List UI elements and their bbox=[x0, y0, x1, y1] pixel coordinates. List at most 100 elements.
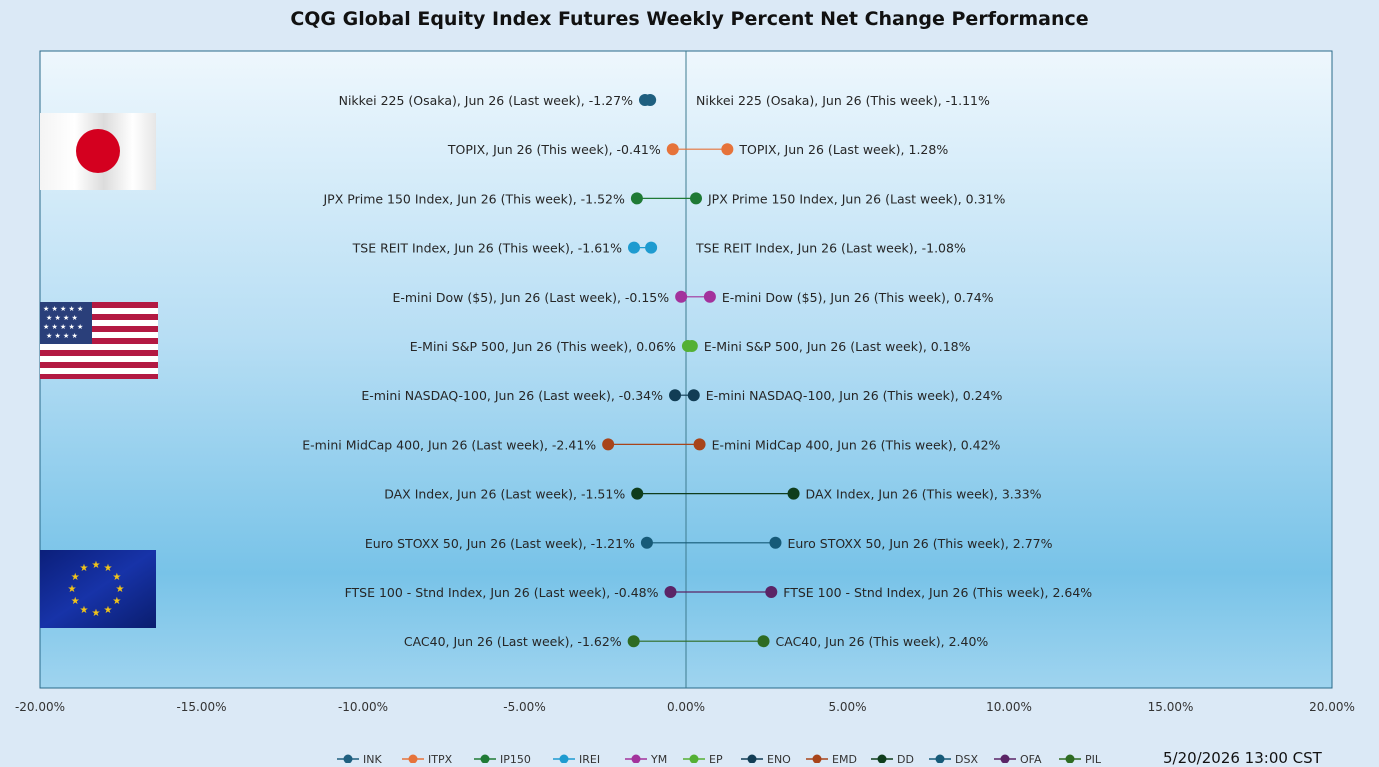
legend-item-emd: EMD bbox=[806, 753, 857, 763]
right-label: Euro STOXX 50, Jun 26 (This week), 2.77% bbox=[787, 536, 1052, 551]
svg-text:★ ★ ★ ★ ★: ★ ★ ★ ★ ★ bbox=[43, 323, 83, 331]
left-label: FTSE 100 - Stnd Index, Jun 26 (Last week… bbox=[345, 585, 659, 600]
eu-star-icon: ★ bbox=[71, 572, 80, 583]
row-jp150: JPX Prime 150 Index, Jun 26 (This week),… bbox=[323, 191, 1006, 206]
left-point bbox=[640, 536, 653, 549]
row-jrei: TSE REIT Index, Jun 26 (This week), -1.6… bbox=[352, 241, 966, 256]
legend-item-dsx: DSX bbox=[929, 753, 978, 763]
eu-star-icon: ★ bbox=[71, 596, 80, 607]
x-tick-label: -10.00% bbox=[338, 700, 388, 714]
row-emd: E-mini MidCap 400, Jun 26 (Last week), -… bbox=[302, 437, 1000, 452]
svg-text:DSX: DSX bbox=[955, 753, 978, 763]
left-point bbox=[666, 143, 679, 156]
eu-star-icon: ★ bbox=[92, 608, 101, 619]
row-jtpx: TOPIX, Jun 26 (This week), -0.41% TOPIX, … bbox=[447, 142, 948, 157]
svg-text:PIL: PIL bbox=[1085, 753, 1102, 763]
right-point bbox=[765, 586, 778, 598]
legend-item-enq: ENQ bbox=[741, 753, 791, 763]
right-point bbox=[769, 536, 782, 549]
right-label: E-mini NASDAQ-100, Jun 26 (This week), 0… bbox=[706, 388, 1003, 403]
right-label: Nikkei 225 (Osaka), Jun 26 (This week), … bbox=[696, 93, 990, 108]
left-label: TOPIX, Jun 26 (This week), -0.41% bbox=[447, 142, 661, 157]
x-tick-label: 5.00% bbox=[828, 700, 866, 714]
data-rows: Nikkei 225 (Osaka), Jun 26 (Last week), … bbox=[302, 93, 1092, 649]
eu-star-icon: ★ bbox=[104, 605, 113, 616]
svg-text:QFA: QFA bbox=[1020, 753, 1042, 763]
row-ym: E-mini Dow ($5), Jun 26 (Last week), -0.… bbox=[392, 290, 993, 305]
left-point bbox=[627, 635, 640, 648]
svg-text:★ ★ ★ ★ ★: ★ ★ ★ ★ ★ bbox=[43, 305, 83, 313]
right-point bbox=[693, 438, 706, 451]
right-label: FTSE 100 - Stnd Index, Jun 26 (This week… bbox=[783, 585, 1092, 600]
left-label: Nikkei 225 (Osaka), Jun 26 (Last week), … bbox=[339, 93, 633, 108]
right-label: E-mini MidCap 400, Jun 26 (This week), 0… bbox=[712, 437, 1001, 452]
usa-flag-icon: ★ ★ ★ ★ ★ ★ ★ ★ ★ ★ ★ ★ ★ ★ ★ ★ ★ ★ bbox=[40, 302, 158, 379]
left-point bbox=[669, 389, 682, 402]
left-label: E-Mini S&P 500, Jun 26 (This week), 0.06… bbox=[410, 339, 676, 354]
right-point bbox=[690, 192, 703, 205]
legend-item-dd: DD bbox=[871, 753, 914, 763]
svg-text:JP150: JP150 bbox=[499, 753, 531, 763]
legend-item-ep: EP bbox=[683, 753, 723, 763]
x-tick-label: -15.00% bbox=[176, 700, 226, 714]
left-label: CAC40, Jun 26 (Last week), -1.62% bbox=[404, 634, 622, 649]
row-enq: E-mini NASDAQ-100, Jun 26 (Last week), -… bbox=[361, 388, 1002, 403]
eu-star-icon: ★ bbox=[116, 584, 125, 595]
x-tick-label: -20.00% bbox=[15, 700, 65, 714]
right-label: TSE REIT Index, Jun 26 (Last week), -1.0… bbox=[695, 241, 966, 256]
right-point bbox=[757, 635, 770, 648]
svg-text:JREI: JREI bbox=[578, 753, 600, 763]
right-point bbox=[645, 241, 658, 254]
svg-text:JNK: JNK bbox=[362, 753, 382, 763]
row-dd: DAX Index, Jun 26 (Last week), -1.51% DAX… bbox=[384, 487, 1041, 502]
right-label: E-mini Dow ($5), Jun 26 (This week), 0.7… bbox=[722, 290, 994, 305]
eu-star-icon: ★ bbox=[112, 596, 121, 607]
right-label: DAX Index, Jun 26 (This week), 3.33% bbox=[806, 487, 1042, 502]
x-tick-label: 15.00% bbox=[1148, 700, 1194, 714]
right-label: TOPIX, Jun 26 (Last week), 1.28% bbox=[738, 142, 948, 157]
left-point bbox=[602, 438, 615, 451]
right-point bbox=[787, 487, 800, 500]
left-label: DAX Index, Jun 26 (Last week), -1.51% bbox=[384, 487, 625, 502]
eu-star-icon: ★ bbox=[80, 605, 89, 616]
timestamp: 5/20/2026 13:00 CST bbox=[1163, 749, 1322, 767]
right-point bbox=[685, 340, 698, 352]
x-tick-label: 20.00% bbox=[1309, 700, 1355, 714]
row-dsx: Euro STOXX 50, Jun 26 (Last week), -1.21… bbox=[365, 536, 1053, 551]
eu-star-icon: ★ bbox=[80, 563, 89, 574]
right-label: CAC40, Jun 26 (This week), 2.40% bbox=[776, 634, 989, 649]
left-point bbox=[630, 192, 643, 205]
left-label: TSE REIT Index, Jun 26 (This week), -1.6… bbox=[352, 241, 622, 256]
left-label: E-mini Dow ($5), Jun 26 (Last week), -0.… bbox=[392, 290, 669, 305]
svg-text:YM: YM bbox=[650, 753, 667, 763]
legend-item-pil: PIL bbox=[1059, 753, 1102, 763]
legend-item-qfa: QFA bbox=[994, 753, 1042, 763]
eu-flag-icon: ★ ★★★★★★★★★★★ bbox=[40, 550, 156, 628]
svg-text:ENQ: ENQ bbox=[767, 753, 791, 763]
left-point bbox=[627, 241, 640, 254]
chart-title: CQG Global Equity Index Futures Weekly P… bbox=[290, 8, 1089, 30]
right-point bbox=[721, 143, 734, 156]
legend-item-jp150: JP150 bbox=[474, 753, 531, 763]
eu-star-icon: ★ bbox=[112, 572, 121, 583]
x-axis: -20.00% -15.00% -10.00% -5.00% 0.00% 5.00% 10.… bbox=[15, 700, 1355, 714]
row-ep: E-Mini S&P 500, Jun 26 (This week), 0.06… bbox=[410, 339, 971, 354]
legend-item-ym: YM bbox=[625, 753, 667, 763]
japan-flag-icon bbox=[40, 113, 156, 190]
row-pil: CAC40, Jun 26 (Last week), -1.62% CAC40, … bbox=[404, 634, 989, 649]
eu-star-icon: ★ bbox=[104, 563, 113, 574]
left-point bbox=[631, 487, 644, 500]
left-point bbox=[664, 586, 677, 598]
right-point bbox=[644, 94, 657, 106]
svg-text:★ ★ ★ ★: ★ ★ ★ ★ bbox=[46, 314, 78, 322]
eu-star-icon: ★ bbox=[68, 584, 77, 595]
legend: JNK JTPX JP150 JREI YM EP ENQ EMD DD DSX QFA PIL bbox=[337, 753, 1102, 763]
svg-text:DD: DD bbox=[897, 753, 914, 763]
x-tick-label: 0.00% bbox=[667, 700, 705, 714]
left-label: JPX Prime 150 Index, Jun 26 (This week),… bbox=[323, 191, 626, 206]
eu-star-icon: ★ bbox=[92, 560, 101, 571]
right-label: JPX Prime 150 Index, Jun 26 (Last week),… bbox=[707, 191, 1005, 206]
svg-text:EP: EP bbox=[709, 753, 723, 763]
right-label: E-Mini S&P 500, Jun 26 (Last week), 0.18… bbox=[704, 339, 971, 354]
